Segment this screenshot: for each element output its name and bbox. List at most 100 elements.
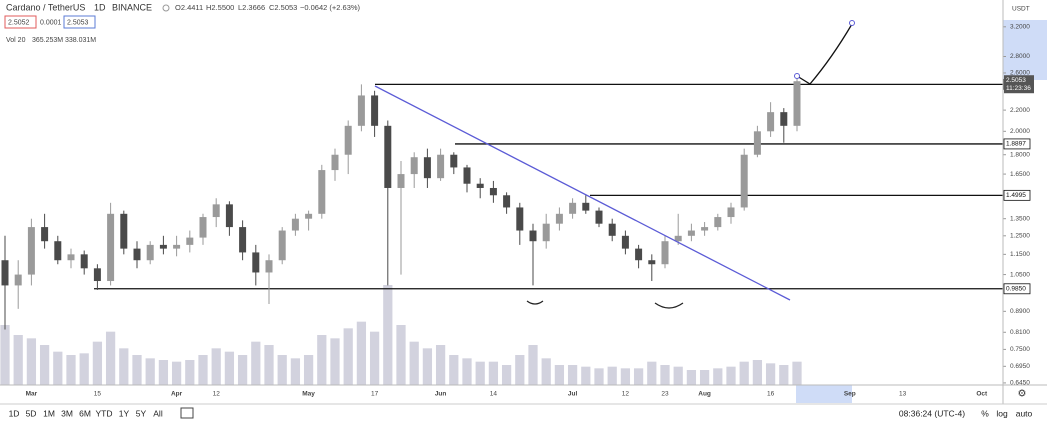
- candle-body: [239, 227, 247, 253]
- candle-body: [542, 223, 550, 242]
- y-tick-label: 2.6000: [1010, 70, 1030, 77]
- candle-body: [595, 210, 603, 224]
- volume-bar: [567, 365, 578, 385]
- volume-bar: [647, 361, 657, 385]
- clock: 08:36:24 (UTC-4): [899, 408, 965, 418]
- range-button[interactable]: 1M: [43, 408, 55, 418]
- volume-bar: [119, 348, 129, 385]
- candle-body: [133, 248, 141, 261]
- candle-body: [120, 213, 128, 249]
- volume-bar: [699, 370, 710, 385]
- candle-body: [371, 95, 379, 126]
- x-tick-label: Jun: [435, 391, 447, 398]
- spread: 0.0001: [40, 19, 62, 26]
- volume-label: Vol 20: [6, 37, 26, 44]
- candle-body: [793, 81, 801, 126]
- bid-box[interactable]: [4, 15, 37, 29]
- candle-body: [54, 241, 62, 261]
- volume-bar: [105, 331, 116, 385]
- range-button[interactable]: 5Y: [136, 408, 147, 418]
- volume-value: 338.031M: [65, 37, 96, 44]
- y-tick-label: 1.8000: [1010, 151, 1030, 158]
- ask[interactable]: 2.5053: [67, 19, 89, 26]
- candle-body: [397, 174, 405, 188]
- candle-body: [331, 154, 339, 171]
- settings-icon[interactable]: ⚙: [1018, 389, 1027, 400]
- range-button[interactable]: 3M: [61, 408, 73, 418]
- volume-bar: [39, 345, 50, 385]
- ask-box[interactable]: [63, 15, 96, 29]
- y-tick-label: 0.7500: [1010, 346, 1030, 353]
- level-label: 1.4995: [1006, 192, 1026, 199]
- volume-bar: [779, 365, 789, 385]
- bottom-marks: [526, 300, 684, 309]
- range-button[interactable]: 1D: [9, 408, 20, 418]
- ohlc-value: L2.3666: [238, 3, 265, 12]
- volume-bar: [237, 355, 248, 385]
- bid[interactable]: 2.5052: [8, 19, 30, 26]
- range-button[interactable]: 1Y: [119, 408, 130, 418]
- volume-bar: [132, 355, 142, 385]
- x-tick-label: 13: [899, 391, 907, 398]
- range-button[interactable]: YTD: [96, 408, 113, 418]
- compare-icon[interactable]: [180, 407, 194, 419]
- x-tick-label: 14: [490, 391, 498, 398]
- y-tick-label: 1.3500: [1010, 215, 1030, 222]
- symbol: Cardano / TetherUS: [6, 2, 85, 12]
- candle-body: [212, 204, 220, 218]
- level-tag: [1003, 189, 1031, 201]
- volume-bar: [686, 370, 697, 385]
- volume-bar: [462, 358, 472, 385]
- volume-bar: [290, 358, 301, 385]
- scale-option[interactable]: auto: [1016, 408, 1033, 418]
- volume-bar: [594, 368, 604, 385]
- ohlc-value: C2.5053: [269, 3, 297, 12]
- candle-body: [291, 218, 299, 231]
- volume-bar: [792, 361, 802, 385]
- interval: 1D: [94, 2, 106, 12]
- candle-body: [265, 260, 273, 273]
- candle-body: [159, 244, 167, 249]
- status-dot: [162, 4, 170, 12]
- volume-bar: [554, 365, 565, 385]
- volume-bar: [356, 321, 367, 385]
- volume-bar: [660, 365, 670, 385]
- candle-body: [318, 170, 326, 214]
- y-tick-label: 1.0500: [1010, 271, 1030, 278]
- volume-bar: [713, 368, 723, 385]
- candle-body: [423, 157, 431, 179]
- volume-bar: [211, 348, 221, 385]
- candle-body: [1, 260, 9, 286]
- volume-bar: [317, 335, 327, 385]
- x-tick-label: Jul: [568, 391, 578, 398]
- volume-bar: [277, 355, 287, 385]
- x-tick-label: 23: [661, 391, 669, 398]
- volume-bar: [185, 360, 195, 385]
- range-button[interactable]: 5D: [26, 408, 37, 418]
- candle-body: [727, 207, 735, 218]
- range-button[interactable]: 6M: [79, 408, 91, 418]
- candle-body: [503, 195, 511, 208]
- volume-value: 365.253M: [32, 37, 63, 44]
- scale-option[interactable]: log: [996, 408, 1008, 418]
- candle-body: [463, 167, 471, 184]
- scale-option[interactable]: %: [981, 408, 989, 418]
- volume-bar: [330, 338, 340, 385]
- x-tick-label: 12: [213, 391, 221, 398]
- candle-body: [701, 227, 709, 231]
- x-tick-label: Mar: [26, 391, 38, 398]
- countdown: 11:23:36: [1006, 85, 1031, 92]
- volume-bar: [435, 345, 446, 385]
- candle-body: [450, 154, 458, 168]
- volume-bar: [79, 353, 89, 385]
- range-button[interactable]: All: [153, 408, 163, 418]
- volume-bar: [515, 355, 525, 385]
- candle-body: [516, 207, 524, 231]
- trend-line: [374, 85, 791, 301]
- volume-bar: [158, 360, 169, 385]
- candle-body: [410, 157, 418, 175]
- volume-bar: [488, 361, 499, 385]
- volume-bar: [383, 285, 393, 385]
- candle-body: [569, 202, 577, 214]
